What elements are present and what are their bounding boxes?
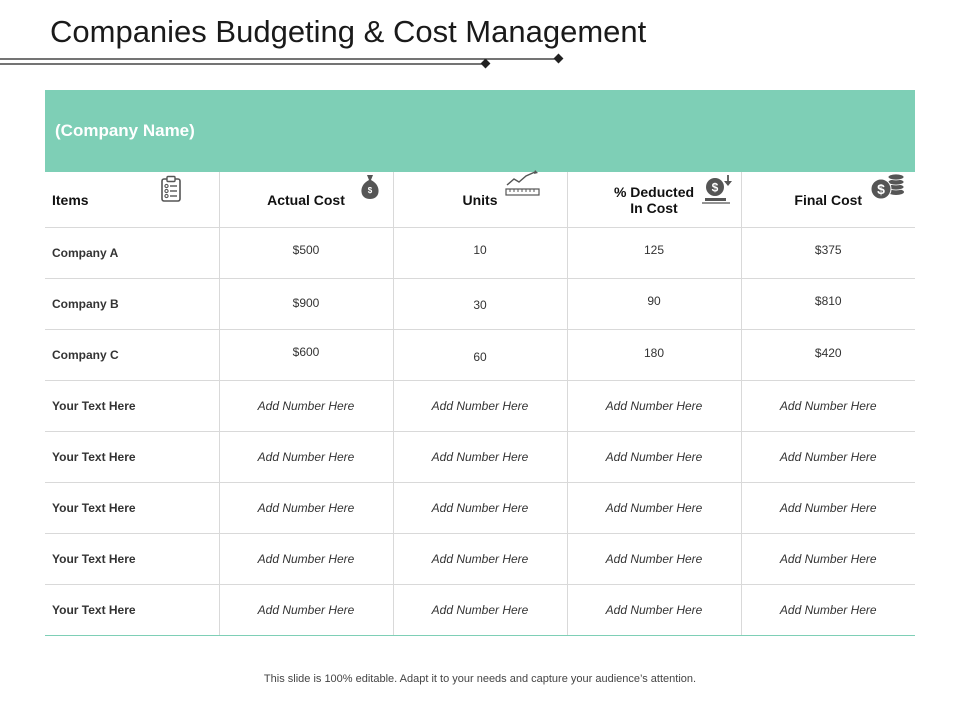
cell-item[interactable]: Your Text Here: [45, 584, 220, 636]
cell-actual-cost-value: $600: [292, 345, 320, 359]
header-final-cost: Final Cost $: [741, 172, 915, 228]
slide-footer-note: This slide is 100% editable. Adapt it to…: [263, 673, 697, 685]
cell-final-cost[interactable]: $420: [741, 329, 915, 381]
table-row: Company A $500 10 125 $375: [45, 227, 915, 279]
cell-units[interactable]: Add Number Here: [393, 533, 568, 585]
cell-units[interactable]: Add Number Here: [393, 482, 568, 534]
cell-units-value: 30: [473, 298, 487, 312]
cell-final-cost[interactable]: Add Number Here: [741, 431, 915, 483]
header-deducted-line2: In Cost: [630, 199, 678, 216]
cell-units[interactable]: 60: [393, 329, 568, 381]
table-row: Company B $900 30 90 $810: [45, 278, 915, 330]
svg-text:$: $: [711, 181, 718, 195]
title-underline-decoration: [0, 53, 564, 69]
header-units: Units: [393, 170, 568, 228]
cell-deducted[interactable]: Add Number Here: [567, 584, 742, 636]
cell-deducted[interactable]: Add Number Here: [567, 380, 742, 432]
cell-actual-cost[interactable]: Add Number Here: [219, 482, 394, 534]
cell-deducted-value: 180: [643, 346, 665, 360]
cell-actual-cost[interactable]: $900: [219, 278, 394, 330]
cost-grid: Items Actual Cost $: [45, 170, 915, 636]
svg-text:$: $: [877, 181, 885, 197]
table-row: Your Text Here Add Number Here Add Numbe…: [45, 380, 915, 432]
cell-units[interactable]: 10: [393, 227, 568, 279]
cell-item[interactable]: Your Text Here: [45, 380, 220, 432]
clipboard-checklist-icon: [161, 175, 181, 202]
cell-item[interactable]: Your Text Here: [45, 533, 220, 585]
cell-actual-cost[interactable]: Add Number Here: [219, 533, 394, 585]
company-name-banner[interactable]: (Company Name): [45, 90, 915, 172]
money-bag-icon: $: [360, 175, 379, 199]
cell-actual-cost-value: $500: [292, 243, 320, 257]
cell-final-cost-value: $810: [814, 294, 842, 308]
dollar-deduct-icon: $: [701, 175, 732, 204]
cell-deducted[interactable]: 180: [567, 329, 742, 381]
dollar-coins-icon: $: [870, 173, 904, 200]
cell-final-cost[interactable]: Add Number Here: [741, 380, 915, 432]
cell-actual-cost[interactable]: $500: [219, 227, 394, 279]
cell-units[interactable]: Add Number Here: [393, 584, 568, 636]
header-actual-cost-label: Actual Cost: [267, 191, 345, 208]
table-row: Company C $600 60 180 $420: [45, 329, 915, 381]
cell-deducted-value: 90: [647, 294, 661, 308]
table-row: Your Text Here Add Number Here Add Numbe…: [45, 482, 915, 534]
header-row: Items Actual Cost $: [45, 170, 915, 228]
cell-deducted[interactable]: 90: [567, 278, 742, 330]
cell-units-value: 10: [473, 243, 487, 257]
cell-actual-cost[interactable]: $600: [219, 329, 394, 381]
cell-actual-cost[interactable]: Add Number Here: [219, 584, 394, 636]
cell-deducted[interactable]: Add Number Here: [567, 482, 742, 534]
table-row: Your Text Here Add Number Here Add Numbe…: [45, 584, 915, 636]
cell-final-cost[interactable]: $375: [741, 227, 915, 279]
cost-table: (Company Name) Items Actual Cost: [45, 90, 915, 636]
header-units-label: Units: [462, 191, 498, 208]
table-row: Your Text Here Add Number Here Add Numbe…: [45, 533, 915, 585]
table-row: Your Text Here Add Number Here Add Numbe…: [45, 431, 915, 483]
cell-item[interactable]: Company A: [45, 227, 220, 279]
header-deducted: % Deducted In Cost $: [567, 172, 742, 228]
header-final-cost-label: Final Cost: [794, 191, 863, 208]
cell-actual-cost[interactable]: Add Number Here: [219, 380, 394, 432]
cell-item[interactable]: Company B: [45, 278, 220, 330]
cell-item[interactable]: Company C: [45, 329, 220, 381]
cell-final-cost[interactable]: Add Number Here: [741, 584, 915, 636]
cell-units[interactable]: Add Number Here: [393, 380, 568, 432]
header-items: Items: [45, 172, 220, 228]
header-items-label: Items: [52, 191, 89, 208]
slide-title: Companies Budgeting & Cost Management: [50, 14, 647, 49]
cell-deducted[interactable]: 125: [567, 227, 742, 279]
header-actual-cost: Actual Cost $: [219, 172, 394, 228]
svg-text:$: $: [367, 186, 372, 195]
cell-actual-cost-value: $900: [292, 296, 320, 310]
cell-deducted[interactable]: Add Number Here: [567, 431, 742, 483]
cell-deducted-value: 125: [643, 243, 665, 257]
cell-units[interactable]: Add Number Here: [393, 431, 568, 483]
cell-final-cost-value: $420: [814, 346, 842, 360]
cell-units[interactable]: 30: [393, 278, 568, 330]
cell-final-cost[interactable]: $810: [741, 278, 915, 330]
header-deducted-line1: % Deducted: [613, 183, 695, 200]
cell-actual-cost[interactable]: Add Number Here: [219, 431, 394, 483]
cell-item[interactable]: Your Text Here: [45, 482, 220, 534]
cell-deducted[interactable]: Add Number Here: [567, 533, 742, 585]
cell-item[interactable]: Your Text Here: [45, 431, 220, 483]
cell-units-value: 60: [473, 350, 487, 364]
ruler-trend-icon: [504, 170, 540, 196]
cell-final-cost-value: $375: [814, 243, 842, 257]
cell-final-cost[interactable]: Add Number Here: [741, 482, 915, 534]
cell-final-cost[interactable]: Add Number Here: [741, 533, 915, 585]
